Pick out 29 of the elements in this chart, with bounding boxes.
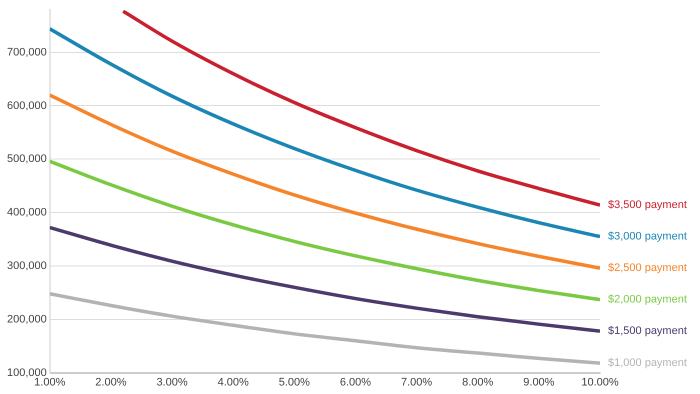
series-label: $3,500 payment [608,199,687,212]
x-tick-label: 9.00% [523,376,555,388]
x-tick-label: 6.00% [340,376,372,388]
y-tick-label: 100,000 [6,366,47,379]
x-tick-label: 5.00% [278,376,310,388]
x-tick-label: 1.00% [34,376,66,388]
line-series [50,93,600,270]
series-label: $2,500 payment [608,262,687,274]
series-label: $3,000 payment [608,230,687,243]
y-tick-label: 200,000 [6,313,47,326]
series-label: $2,000 payment [608,294,687,306]
y-tick-label: 300,000 [6,260,47,272]
y-tick-label: 700,000 [6,46,47,58]
x-tick-label: 2.00% [95,376,127,388]
line-series [121,10,600,207]
line-series [50,27,600,238]
x-tick-label: 8.00% [462,376,494,388]
x-tick-label: 4.00% [218,376,249,388]
series-label: $1,000 payment [608,357,687,370]
y-tick-label: 600,000 [6,100,47,112]
series-label: $1,500 payment [608,325,687,338]
x-tick-label: 7.00% [400,376,432,388]
x-tick-label: 3.00% [156,376,188,388]
y-tick-label: 500,000 [6,153,47,166]
line-series [50,160,600,302]
x-tick-label: 10.00% [581,376,619,388]
line-series [50,226,600,333]
line-series [50,292,600,365]
y-tick-label: 400,000 [6,206,47,219]
